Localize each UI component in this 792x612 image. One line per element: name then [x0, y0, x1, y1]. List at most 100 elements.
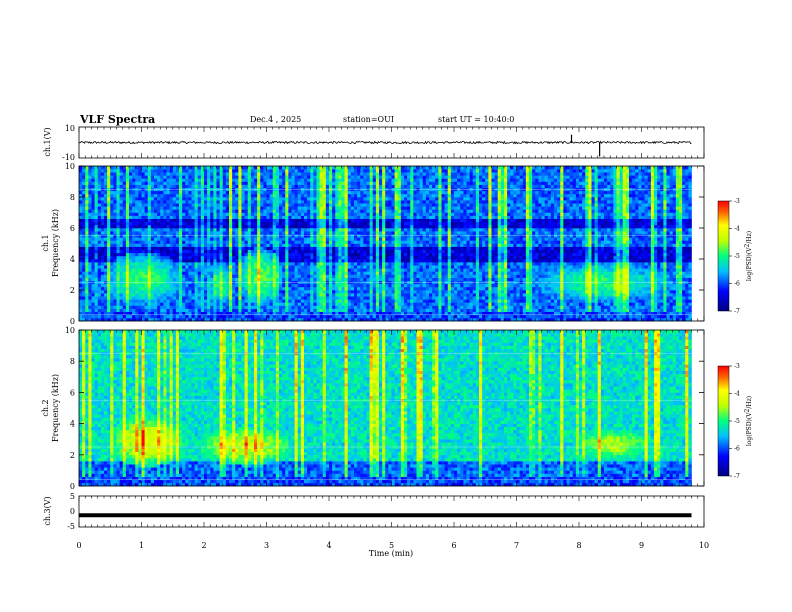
spec1-cell	[120, 256, 123, 259]
spec1-cell	[313, 302, 316, 305]
spec1-cell	[382, 225, 385, 228]
spec1-cell	[382, 206, 385, 209]
spec1-cell	[335, 172, 338, 175]
spec1-cell	[360, 284, 363, 287]
spec1-cell	[235, 268, 238, 271]
spec1-cell	[270, 240, 273, 243]
spec1-cell	[232, 172, 235, 175]
spec1-cell	[245, 240, 248, 243]
spec1-cell	[276, 191, 279, 194]
spec1-cell	[220, 247, 223, 250]
spec1-cell	[85, 284, 88, 287]
spec1-cell	[198, 271, 201, 274]
spec1-cell	[357, 253, 360, 256]
spec1-cell	[101, 299, 104, 302]
spec1-cell	[170, 237, 173, 240]
spec1-cell	[276, 268, 279, 271]
spec1-cell	[270, 237, 273, 240]
spec1-cell	[113, 172, 116, 175]
spec1-cell	[360, 290, 363, 293]
spec1-cell	[254, 231, 257, 234]
spec1-cell	[273, 306, 276, 309]
spec1-cell	[201, 247, 204, 250]
spec1-cell	[138, 244, 141, 247]
spec1-cell	[248, 240, 251, 243]
spec1-cell	[110, 296, 113, 299]
spec1-cell	[304, 271, 307, 274]
spec1-cell	[195, 275, 198, 278]
spec1-cell	[117, 194, 120, 197]
spec1-cell	[223, 209, 226, 212]
spec1-cell	[182, 296, 185, 299]
spec1-cell	[104, 182, 107, 185]
spec1-cell	[351, 278, 354, 281]
spec1-cell	[185, 287, 188, 290]
spec1-cell	[323, 268, 326, 271]
spec1-cell	[226, 268, 229, 271]
spec1-cell	[382, 175, 385, 178]
spec1-cell	[167, 231, 170, 234]
spec1-cell	[204, 213, 207, 216]
spec1-cell	[195, 278, 198, 281]
spec1-cell	[167, 175, 170, 178]
spec1-cell	[317, 197, 320, 200]
spec1-cell	[248, 169, 251, 172]
spec1-cell	[126, 247, 129, 250]
spec1-cell	[370, 287, 373, 290]
spec1-cell	[120, 206, 123, 209]
spec1-cell	[207, 256, 210, 259]
spec1-cell	[148, 237, 151, 240]
spec1-cell	[242, 213, 245, 216]
spec1-cell	[142, 197, 145, 200]
spec1-cell	[385, 191, 388, 194]
spec1-cell	[142, 240, 145, 243]
spec1-cell	[257, 275, 260, 278]
spec1-cell	[298, 200, 301, 203]
spec1-cell	[154, 213, 157, 216]
spec1-cell	[117, 271, 120, 274]
spec1-cell	[238, 191, 241, 194]
spec1-cell	[317, 237, 320, 240]
spec1-cell	[257, 175, 260, 178]
spec1-cell	[310, 290, 313, 293]
spec1-cell	[267, 172, 270, 175]
spec1-cell	[226, 302, 229, 305]
spec1-cell	[185, 290, 188, 293]
spec1-cell	[348, 185, 351, 188]
spec1-cell	[232, 309, 235, 312]
spec1-cell	[332, 256, 335, 259]
spec1-cell	[167, 225, 170, 228]
spec1-cell	[273, 244, 276, 247]
spec1-cell	[145, 219, 148, 222]
spec1-cell	[254, 290, 257, 293]
spec1-cell	[98, 182, 101, 185]
spec1-cell	[226, 284, 229, 287]
spec1-cell	[113, 178, 116, 181]
spec1-cell	[304, 194, 307, 197]
spec1-cell	[363, 293, 366, 296]
spec1-cell	[379, 250, 382, 253]
spec1-cell	[357, 178, 360, 181]
spec1-cell	[107, 237, 110, 240]
spec1-cell	[167, 191, 170, 194]
spec1-cell	[242, 299, 245, 302]
spec1-cell	[245, 191, 248, 194]
spec1-cell	[367, 231, 370, 234]
spec1-cell	[257, 200, 260, 203]
spec1-cell	[123, 315, 126, 318]
spec1-cell	[357, 225, 360, 228]
spec1-cell	[276, 287, 279, 290]
spec1-cell	[126, 299, 129, 302]
spec1-cell	[285, 250, 288, 253]
spec1-cell	[92, 296, 95, 299]
spec1-cell	[98, 256, 101, 259]
spec1-cell	[313, 250, 316, 253]
spec1-cell	[120, 169, 123, 172]
spec1-cell	[188, 244, 191, 247]
spec1-cell	[226, 290, 229, 293]
spec1-cell	[157, 240, 160, 243]
spec1-cell	[163, 299, 166, 302]
spec1-cell	[304, 197, 307, 200]
spec1-cell	[354, 225, 357, 228]
